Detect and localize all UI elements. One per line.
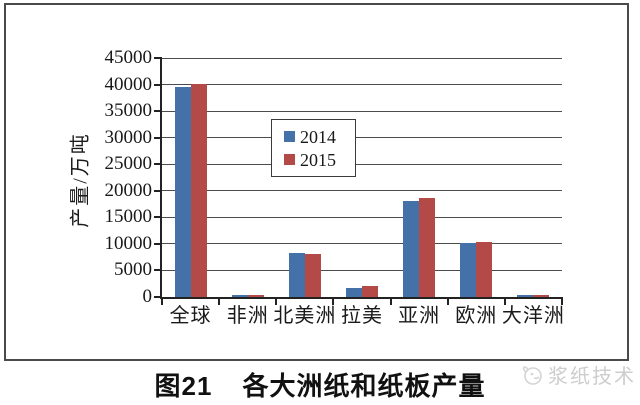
bar-2015-大洋洲: [533, 295, 550, 297]
x-tick-label-全球: 全球: [169, 305, 212, 327]
gridline-10000: [162, 243, 562, 245]
x-tick-label-大洋洲: 大洋洲: [501, 305, 565, 327]
y-tick-label: 45000: [104, 47, 153, 68]
figure-caption-number: 图21: [154, 371, 213, 401]
x-tick-label-亚洲: 亚洲: [398, 305, 441, 327]
y-tick-label: 5000: [114, 259, 152, 281]
y-axis-title: 产量/万吨: [69, 132, 92, 228]
x-tick-label-拉美: 拉美: [341, 305, 383, 327]
bar-2014-大洋洲: [517, 295, 534, 297]
y-tick-label: 20000: [104, 179, 153, 201]
y-tick-label: 25000: [104, 153, 153, 175]
bar-2014-北美洲: [288, 252, 305, 297]
gridline-15000: [162, 216, 562, 218]
x-tick-1: [218, 299, 221, 305]
x-tick-5: [446, 299, 449, 305]
bar-2014-全球: [174, 86, 191, 297]
bar-2014-欧洲: [460, 242, 477, 297]
y-tick-label: 0: [142, 286, 153, 307]
gridline-30000: [162, 137, 562, 139]
y-tick-20000: [154, 189, 162, 192]
x-tick-7: [561, 299, 563, 305]
y-tick-0: [154, 296, 162, 298]
bar-2015-非洲: [247, 294, 264, 297]
y-tick-5000: [154, 269, 162, 272]
gridline-20000: [162, 190, 562, 192]
watermark-text: 浆纸技术: [548, 366, 636, 388]
gridline-40000: [162, 84, 562, 86]
y-tick-10000: [154, 242, 162, 245]
legend-label: 2015: [300, 149, 336, 170]
legend-swatch-icon: [284, 154, 295, 165]
legend-label: 2014: [300, 126, 336, 147]
legend-swatch-icon: [284, 131, 295, 142]
bar-2015-北美洲: [304, 253, 321, 297]
gridline-45000: [162, 57, 562, 59]
x-tick-0: [161, 299, 163, 305]
y-tick-label: 35000: [104, 100, 153, 122]
y-tick-35000: [154, 110, 162, 113]
chart-frame: 0 5000 10000 15000 20000 25000 30000 35000 40000…: [4, 3, 629, 361]
y-tick-30000: [154, 136, 162, 139]
x-tick-4: [389, 299, 392, 305]
y-tick-label: 15000: [104, 206, 153, 228]
bar-2015-欧洲: [476, 242, 493, 297]
legend-entry-2015: 2015: [284, 151, 355, 169]
legend-entry-2014: 2014: [284, 128, 355, 146]
x-tick-label-欧洲: 欧洲: [455, 305, 498, 327]
y-tick-45000: [154, 57, 162, 59]
legend: 2014 2015: [271, 119, 356, 177]
x-tick-label-北美洲: 北美洲: [273, 305, 337, 327]
y-tick-label: 40000: [104, 73, 153, 95]
gridline-35000: [162, 110, 562, 112]
gridline-5000: [162, 269, 562, 271]
y-axis-line: [160, 57, 162, 298]
x-tick-label-非洲: 非洲: [226, 305, 269, 327]
x-tick-6: [503, 299, 506, 305]
y-tick-40000: [154, 83, 162, 86]
y-tick-label: 10000: [104, 232, 153, 254]
y-tick-25000: [154, 163, 162, 166]
x-axis-line: [160, 297, 563, 299]
y-tick-15000: [154, 216, 162, 219]
figure-caption: 图21 各大洲纸和纸板产量: [0, 366, 640, 403]
watermark: 浆纸技术: [520, 360, 636, 389]
bar-2015-拉美: [362, 286, 378, 297]
gridline-25000: [162, 163, 562, 165]
bar-2015-全球: [190, 84, 207, 297]
x-tick-2: [275, 299, 278, 305]
bar-2015-亚洲: [419, 198, 436, 297]
smiley-logo-icon: [522, 365, 542, 385]
bar-2014-非洲: [231, 294, 248, 297]
figure-caption-title: 各大洲纸和纸板产量: [242, 371, 486, 401]
y-tick-label: 30000: [104, 126, 153, 148]
bar-2014-亚洲: [403, 200, 420, 297]
x-tick-3: [332, 299, 335, 305]
bar-2014-拉美: [346, 287, 362, 297]
